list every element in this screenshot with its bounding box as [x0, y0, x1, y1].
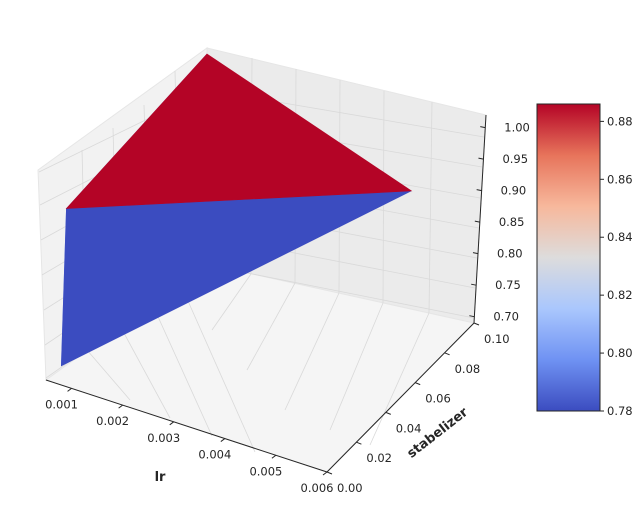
- x-tick-mark: [271, 454, 277, 459]
- y-tick-mark: [444, 352, 450, 356]
- y-tick-mark: [473, 322, 480, 326]
- colorbar-tick-label: 0.78: [607, 404, 633, 418]
- colorbar-tick-label: 0.86: [607, 172, 633, 186]
- x-tick-label: 0.001: [45, 397, 78, 411]
- x-tick-mark: [67, 387, 72, 392]
- y-tick-label: 0.10: [484, 332, 510, 346]
- z-tick-label: 0.95: [502, 152, 528, 166]
- x-tick-label: 0.002: [96, 414, 129, 428]
- y-ticks: 0.00 0.02 0.04 0.06 0.08 0.10: [326, 322, 510, 495]
- y-tick-label: 0.02: [366, 451, 392, 465]
- z-tick-label: 0.80: [497, 247, 523, 261]
- z-tick-label: 0.85: [499, 215, 525, 229]
- y-tick-label: 0.08: [455, 362, 481, 376]
- colorbar-tick-label: 0.80: [607, 346, 633, 360]
- z-tick-mark: [469, 315, 475, 318]
- x-tick-label: 0.005: [249, 464, 282, 478]
- axis-lines: [45, 114, 487, 473]
- x-tick-mark: [169, 421, 175, 426]
- y-tick-mark: [415, 382, 421, 386]
- surface: [60, 53, 413, 367]
- z-tick-label: 0.75: [495, 278, 521, 292]
- z-ticks: 0.70 0.75 0.80 0.85 0.90 0.95 1.00: [469, 121, 530, 324]
- z-tick-label: 1.00: [504, 121, 530, 135]
- colorbar-tick-label: 0.82: [607, 288, 633, 302]
- colorbar-ticks: 0.78 0.80 0.82 0.84 0.86 0.88: [600, 114, 633, 418]
- z-tick-mark: [478, 157, 484, 160]
- x-tick-label: 0.004: [198, 448, 231, 462]
- x-tick-label: 0.003: [147, 431, 180, 445]
- colorbar-tick-label: 0.84: [607, 230, 633, 244]
- z-tick-mark: [471, 283, 477, 286]
- x-tick-label: 0.006: [301, 481, 334, 495]
- y-tick-label: 0.04: [396, 421, 422, 435]
- x-tick-mark: [322, 471, 328, 476]
- z-tick-label: 0.70: [493, 310, 519, 324]
- z-tick-mark: [474, 220, 480, 223]
- y-tick-mark: [385, 411, 391, 415]
- x-axis-line: [45, 379, 328, 473]
- z-tick-mark: [476, 189, 482, 192]
- x-tick-mark: [220, 438, 226, 442]
- z-tick-mark: [472, 252, 479, 255]
- y-tick-label: 0.00: [337, 481, 363, 495]
- y-tick-mark: [326, 471, 333, 475]
- x-ticks: 0.001 0.002 0.003 0.004 0.005 0.006: [45, 387, 334, 495]
- y-tick-mark: [356, 441, 362, 445]
- y-axis-line: [326, 322, 475, 473]
- x-axis-label: lr: [155, 470, 166, 485]
- z-tick-mark: [480, 126, 486, 129]
- y-tick-label: 0.06: [425, 392, 451, 406]
- z-tick-label: 0.90: [501, 184, 527, 198]
- z-axis-line: [473, 114, 487, 324]
- colorbar: [536, 103, 601, 412]
- colorbar-tick-label: 0.88: [607, 114, 633, 128]
- top-face: [65, 53, 413, 209]
- x-tick-mark: [118, 404, 123, 409]
